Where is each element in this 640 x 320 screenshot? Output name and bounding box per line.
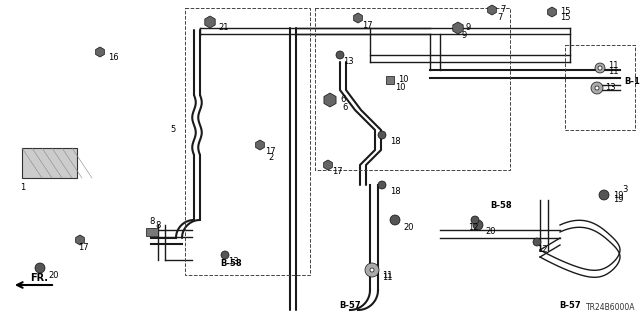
Circle shape [336,51,344,59]
Text: 6: 6 [340,95,346,105]
Text: 18: 18 [390,138,401,147]
Circle shape [533,238,541,246]
Circle shape [370,268,374,272]
Text: 8: 8 [149,218,155,227]
Circle shape [471,216,479,224]
Text: 7: 7 [497,13,502,22]
Text: 11: 11 [382,270,392,279]
Circle shape [35,263,45,273]
Circle shape [378,131,386,139]
Bar [22,148,77,178]
Circle shape [378,181,386,189]
Text: 15: 15 [560,7,570,17]
Text: 2: 2 [268,154,273,163]
Circle shape [591,82,603,94]
Text: 8: 8 [155,220,161,229]
Polygon shape [354,13,362,23]
Text: 1: 1 [20,183,25,193]
Bar [315,8,510,170]
Text: 10: 10 [395,84,406,92]
Text: 15: 15 [560,13,570,22]
Polygon shape [324,93,336,107]
Polygon shape [324,160,332,170]
Circle shape [365,263,379,277]
Polygon shape [255,140,264,150]
Polygon shape [453,22,463,34]
Text: 11: 11 [608,68,618,76]
Text: B-58: B-58 [220,260,242,268]
Text: 17: 17 [78,243,88,252]
Text: 3: 3 [622,186,627,195]
Text: FR.: FR. [30,273,48,283]
Text: 5: 5 [170,125,175,134]
Text: 17: 17 [332,167,342,177]
Circle shape [473,220,483,230]
Bar [185,8,310,275]
Text: TR24B6000A: TR24B6000A [586,303,635,312]
Text: 17: 17 [362,20,372,29]
Text: 18: 18 [390,188,401,196]
Text: 12: 12 [468,223,479,233]
Polygon shape [95,47,104,57]
Text: 16: 16 [108,53,118,62]
Circle shape [221,251,229,259]
Text: B-58: B-58 [490,201,511,210]
Text: 13: 13 [228,258,239,267]
Text: 6: 6 [342,103,348,113]
Polygon shape [205,16,215,28]
Text: 19: 19 [613,190,623,199]
Text: B-17-20: B-17-20 [624,77,640,86]
Polygon shape [76,235,84,245]
Text: 17: 17 [265,148,276,156]
Circle shape [598,66,602,70]
Text: 20: 20 [403,222,413,231]
Text: 7: 7 [500,5,506,14]
Circle shape [595,63,605,73]
Text: 13: 13 [343,58,354,67]
Circle shape [595,86,599,90]
Bar [565,45,635,130]
Text: 12: 12 [537,245,547,254]
Text: 10: 10 [398,76,408,84]
Text: 21: 21 [218,23,228,33]
Text: 20: 20 [485,228,495,236]
Text: 11: 11 [608,60,618,69]
Polygon shape [488,5,497,15]
Text: 11: 11 [382,274,392,283]
Text: B-57: B-57 [559,300,581,309]
Text: 19: 19 [613,196,623,204]
Bar [146,228,158,236]
Text: B-57: B-57 [339,300,361,309]
Text: 9: 9 [466,23,471,33]
Bar [386,76,394,84]
Circle shape [599,190,609,200]
Text: 9: 9 [462,30,467,39]
Circle shape [390,215,400,225]
Text: 13: 13 [605,84,616,92]
Polygon shape [548,7,556,17]
Text: 20: 20 [48,270,58,279]
